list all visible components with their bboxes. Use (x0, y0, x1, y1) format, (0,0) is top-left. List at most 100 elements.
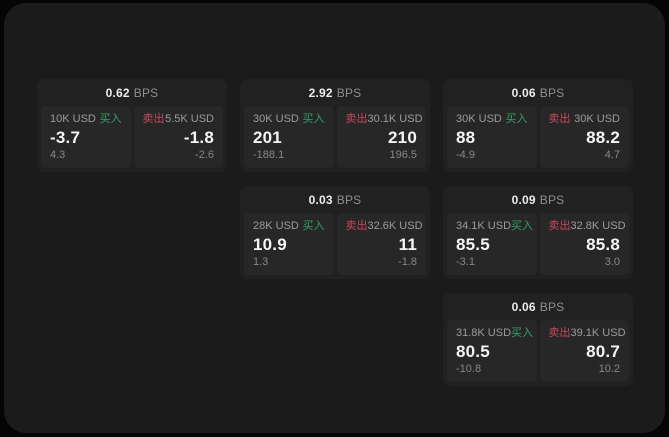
bps-unit-label: BPS (539, 300, 565, 314)
quote-card: 0.09 BPS 34.1K USD 买入 85.5 -3.1 卖出 32.8K … (443, 186, 633, 279)
app-window: 0.62 BPS 10K USD 买入 -3.7 4.3 卖出 5.5K USD … (4, 3, 665, 433)
sell-panel[interactable]: 卖出 39.1K USD 80.7 10.2 (539, 320, 629, 382)
bps-value: 2.92 (308, 86, 333, 100)
sell-size-label: 30.1K USD (367, 113, 423, 125)
sell-delta: -2.6 (195, 149, 214, 161)
buy-delta: -4.9 (456, 149, 475, 161)
sell-side-label: 卖出 (142, 113, 165, 125)
bps-value: 0.62 (105, 86, 130, 100)
bps-header: 2.92 BPS (244, 79, 426, 106)
bps-unit-label: BPS (336, 86, 362, 100)
sell-delta: 10.2 (598, 363, 620, 375)
sell-side-label: 卖出 (548, 327, 571, 339)
quote-panels: 31.8K USD 买入 80.5 -10.8 卖出 39.1K USD 80.… (447, 320, 629, 382)
buy-size-label: 10K USD (50, 113, 96, 125)
bps-value: 0.06 (511, 86, 536, 100)
buy-side-label: 买入 (511, 327, 534, 339)
sell-side-label: 卖出 (345, 220, 368, 232)
bps-unit-label: BPS (539, 193, 565, 207)
buy-panel-header: 30K USD 买入 (253, 113, 325, 126)
buy-panel[interactable]: 34.1K USD 买入 85.5 -3.1 (447, 213, 537, 275)
buy-price: 80.5 (456, 342, 490, 361)
quote-panels: 30K USD 买入 88 -4.9 卖出 30K USD 88.2 4.7 (447, 106, 629, 168)
quote-card: 0.06 BPS 31.8K USD 买入 80.5 -10.8 卖出 39.1K… (443, 293, 633, 386)
sell-price: 88.2 (586, 128, 620, 147)
sell-size-label: 32.6K USD (367, 220, 423, 232)
buy-panel[interactable]: 30K USD 买入 88 -4.9 (447, 106, 537, 168)
sell-panel[interactable]: 卖出 32.6K USD 11 -1.8 (336, 213, 426, 275)
sell-panel-header: 卖出 39.1K USD (548, 327, 626, 340)
sell-side-label: 卖出 (548, 220, 571, 232)
bps-value: 0.03 (308, 193, 333, 207)
buy-delta: 4.3 (50, 149, 66, 161)
buy-panel[interactable]: 31.8K USD 买入 80.5 -10.8 (447, 320, 537, 382)
sell-panel-header: 卖出 5.5K USD (143, 113, 215, 126)
sell-side-label: 卖出 (548, 113, 571, 125)
buy-panel[interactable]: 30K USD 买入 201 -188.1 (244, 106, 334, 168)
bps-value: 0.06 (511, 300, 536, 314)
bps-unit-label: BPS (336, 193, 362, 207)
quote-card: 2.92 BPS 30K USD 买入 201 -188.1 卖出 30.1K U… (240, 79, 430, 172)
buy-delta: -10.8 (456, 363, 482, 375)
buy-panel-header: 34.1K USD 买入 (456, 220, 533, 233)
buy-price: 10.9 (253, 235, 287, 254)
bps-header: 0.06 BPS (447, 293, 629, 320)
buy-panel-header: 10K USD 买入 (50, 113, 122, 126)
buy-side-label: 买入 (302, 113, 325, 125)
buy-side-label: 买入 (302, 220, 325, 232)
buy-panel-header: 31.8K USD 买入 (456, 327, 533, 340)
buy-size-label: 30K USD (253, 113, 299, 125)
sell-price: 80.7 (586, 342, 620, 361)
quote-card: 0.06 BPS 30K USD 买入 88 -4.9 卖出 30K USD 88… (443, 79, 633, 172)
sell-price: 11 (398, 235, 417, 254)
sell-panel-header: 卖出 30K USD (549, 113, 621, 126)
buy-delta: -3.1 (456, 256, 475, 268)
bps-header: 0.03 BPS (244, 186, 426, 213)
buy-panel-header: 30K USD 买入 (456, 113, 528, 126)
sell-size-label: 39.1K USD (570, 327, 626, 339)
bps-header: 0.09 BPS (447, 186, 629, 213)
buy-panel[interactable]: 10K USD 买入 -3.7 4.3 (41, 106, 131, 168)
sell-size-label: 32.8K USD (570, 220, 626, 232)
buy-price: 201 (253, 128, 282, 147)
sell-panel[interactable]: 卖出 30.1K USD 210 196.5 (336, 106, 426, 168)
sell-price: 210 (388, 128, 417, 147)
sell-panel[interactable]: 卖出 30K USD 88.2 4.7 (539, 106, 629, 168)
sell-size-label: 30K USD (574, 113, 620, 125)
buy-delta: 1.3 (253, 256, 269, 268)
buy-price: 88 (456, 128, 476, 147)
sell-panel-header: 卖出 32.6K USD (345, 220, 423, 233)
buy-price: 85.5 (456, 235, 490, 254)
bps-header: 0.62 BPS (41, 79, 223, 106)
bps-unit-label: BPS (133, 86, 159, 100)
quote-panels: 34.1K USD 买入 85.5 -3.1 卖出 32.8K USD 85.8… (447, 213, 629, 275)
sell-size-label: 5.5K USD (165, 113, 214, 125)
sell-panel-header: 卖出 32.8K USD (548, 220, 626, 233)
quote-panels: 10K USD 买入 -3.7 4.3 卖出 5.5K USD -1.8 -2.… (41, 106, 223, 168)
bps-value: 0.09 (511, 193, 536, 207)
sell-price: -1.8 (183, 128, 214, 147)
buy-panel-header: 28K USD 买入 (253, 220, 325, 233)
sell-delta: 3.0 (604, 256, 620, 268)
buy-size-label: 30K USD (456, 113, 502, 125)
buy-side-label: 买入 (505, 113, 528, 125)
buy-size-label: 34.1K USD (456, 220, 512, 232)
bps-header: 0.06 BPS (447, 79, 629, 106)
quote-card: 0.03 BPS 28K USD 买入 10.9 1.3 卖出 32.6K USD… (240, 186, 430, 279)
sell-panel-header: 卖出 30.1K USD (345, 113, 423, 126)
sell-delta: -1.8 (398, 256, 417, 268)
sell-panel[interactable]: 卖出 32.8K USD 85.8 3.0 (539, 213, 629, 275)
buy-panel[interactable]: 28K USD 买入 10.9 1.3 (244, 213, 334, 275)
quote-panels: 30K USD 买入 201 -188.1 卖出 30.1K USD 210 1… (244, 106, 426, 168)
sell-delta: 4.7 (604, 149, 620, 161)
sell-panel[interactable]: 卖出 5.5K USD -1.8 -2.6 (133, 106, 223, 168)
buy-size-label: 31.8K USD (456, 327, 512, 339)
buy-delta: -188.1 (253, 149, 285, 161)
sell-delta: 196.5 (389, 149, 417, 161)
quote-panels: 28K USD 买入 10.9 1.3 卖出 32.6K USD 11 -1.8 (244, 213, 426, 275)
buy-price: -3.7 (50, 128, 81, 147)
sell-side-label: 卖出 (345, 113, 368, 125)
bps-unit-label: BPS (539, 86, 565, 100)
buy-side-label: 买入 (511, 220, 534, 232)
buy-size-label: 28K USD (253, 220, 299, 232)
